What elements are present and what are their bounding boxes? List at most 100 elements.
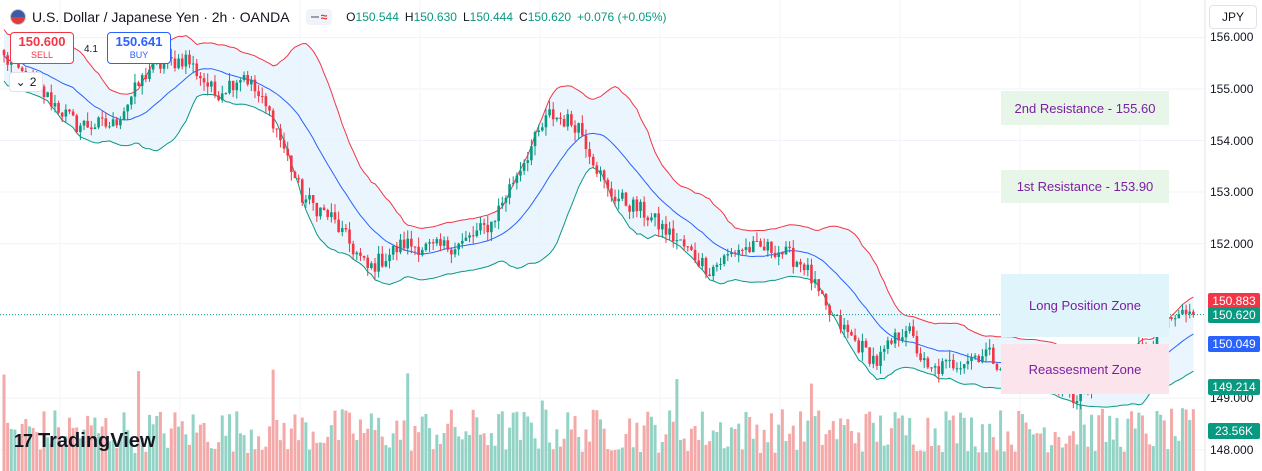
volume-bar — [217, 442, 221, 471]
volume-bar — [988, 423, 992, 471]
volume-bar — [864, 413, 868, 471]
volume-bar — [20, 423, 24, 471]
volume-bar — [740, 449, 744, 471]
candle — [100, 111, 104, 126]
candle — [835, 314, 839, 317]
symbol-title[interactable]: U.S. Dollar / Japanese Yen · 2h · OANDA — [32, 9, 290, 25]
indicators-toggle-button[interactable]: ⌄ 2 — [9, 72, 43, 92]
candle — [941, 358, 944, 376]
first-resistance-zone[interactable]: 1st Resistance - 153.90 — [1001, 170, 1169, 203]
candle — [264, 93, 268, 114]
candle — [810, 258, 813, 291]
candle — [373, 258, 377, 280]
volume-bar — [548, 442, 552, 471]
volume-bar — [1104, 441, 1108, 471]
volume-bar — [471, 409, 475, 471]
candle — [388, 248, 391, 269]
candle — [1075, 395, 1079, 410]
candle — [650, 212, 653, 223]
candle — [322, 204, 326, 211]
second-resistance-zone[interactable]: 2nd Resistance - 155.60 — [1001, 91, 1169, 125]
volume-bar — [628, 418, 632, 471]
volume-bar — [177, 426, 181, 471]
volume-bar — [1173, 436, 1177, 471]
volume-bar — [151, 424, 155, 471]
candle — [199, 72, 202, 86]
volume-bar — [940, 451, 944, 471]
volume-bar — [384, 445, 388, 471]
candle — [708, 267, 711, 277]
candle — [420, 247, 424, 257]
volume-bar — [351, 433, 355, 471]
volume-bar — [155, 415, 159, 471]
buy-button[interactable]: 150.641 BUY — [107, 32, 171, 64]
volume-bar — [315, 442, 319, 471]
volume-bar — [624, 434, 628, 471]
candle — [959, 361, 962, 375]
candle — [588, 141, 591, 165]
candle — [904, 325, 908, 347]
volume-bar — [1108, 415, 1112, 471]
candle — [42, 84, 46, 104]
volume-bar — [482, 433, 486, 471]
candle — [748, 241, 751, 254]
volume-bar — [569, 429, 573, 471]
candle — [770, 241, 773, 259]
volume-bar — [1184, 409, 1188, 471]
volume-bar — [1057, 437, 1061, 471]
volume-bar — [460, 439, 464, 471]
candle — [460, 233, 464, 249]
candle — [144, 67, 148, 83]
volume-bar — [1090, 414, 1094, 471]
volume-bar — [9, 429, 13, 471]
candle — [661, 220, 664, 238]
volume-bar — [144, 451, 148, 471]
candle — [133, 73, 137, 105]
volume-bar — [1155, 410, 1159, 471]
candle — [435, 237, 439, 247]
ohlc-high: 150.630 — [413, 10, 457, 24]
volume-bar — [755, 424, 759, 471]
candle — [424, 242, 428, 252]
volume-bar — [591, 409, 595, 471]
volume-bar — [398, 439, 402, 471]
volume-bar — [606, 449, 610, 471]
candle — [646, 215, 650, 227]
sell-price: 150.600 — [18, 34, 66, 49]
volume-tag: 23.56K — [1208, 423, 1260, 439]
candle — [486, 215, 490, 241]
volume-bar — [689, 428, 693, 471]
long-position-zone[interactable]: Long Position Zone — [1001, 274, 1169, 337]
candle — [559, 112, 562, 125]
reassessment-zone[interactable]: Reassesment Zone — [1001, 344, 1169, 394]
volume-bar — [1100, 408, 1104, 471]
candle — [1173, 314, 1177, 327]
candle — [711, 264, 715, 281]
volume-bar — [518, 440, 522, 471]
candle — [533, 130, 537, 156]
candle — [68, 108, 71, 115]
candle — [326, 208, 330, 221]
volume-bar — [442, 433, 446, 471]
market-status-badge[interactable]: ≈ — [305, 9, 333, 25]
volume-bar — [464, 431, 468, 471]
volume-bar — [1039, 433, 1043, 471]
volume-bar — [326, 436, 330, 471]
volume-bar — [817, 410, 821, 471]
volume-bar — [635, 422, 639, 471]
currency-selector[interactable]: JPY — [1209, 5, 1257, 29]
price-tag: 150.049 — [1208, 336, 1260, 353]
candle — [628, 204, 631, 220]
candle — [108, 121, 111, 129]
volume-bar — [355, 439, 359, 471]
sell-button[interactable]: 150.600 SELL — [10, 32, 74, 64]
candle — [541, 122, 544, 132]
candle — [977, 354, 981, 363]
volume-bar — [900, 415, 904, 471]
candle — [613, 189, 617, 207]
buy-price: 150.641 — [115, 34, 163, 49]
volume-bar — [1075, 444, 1079, 471]
volume-bar — [1130, 411, 1134, 471]
volume-bar — [308, 449, 312, 471]
